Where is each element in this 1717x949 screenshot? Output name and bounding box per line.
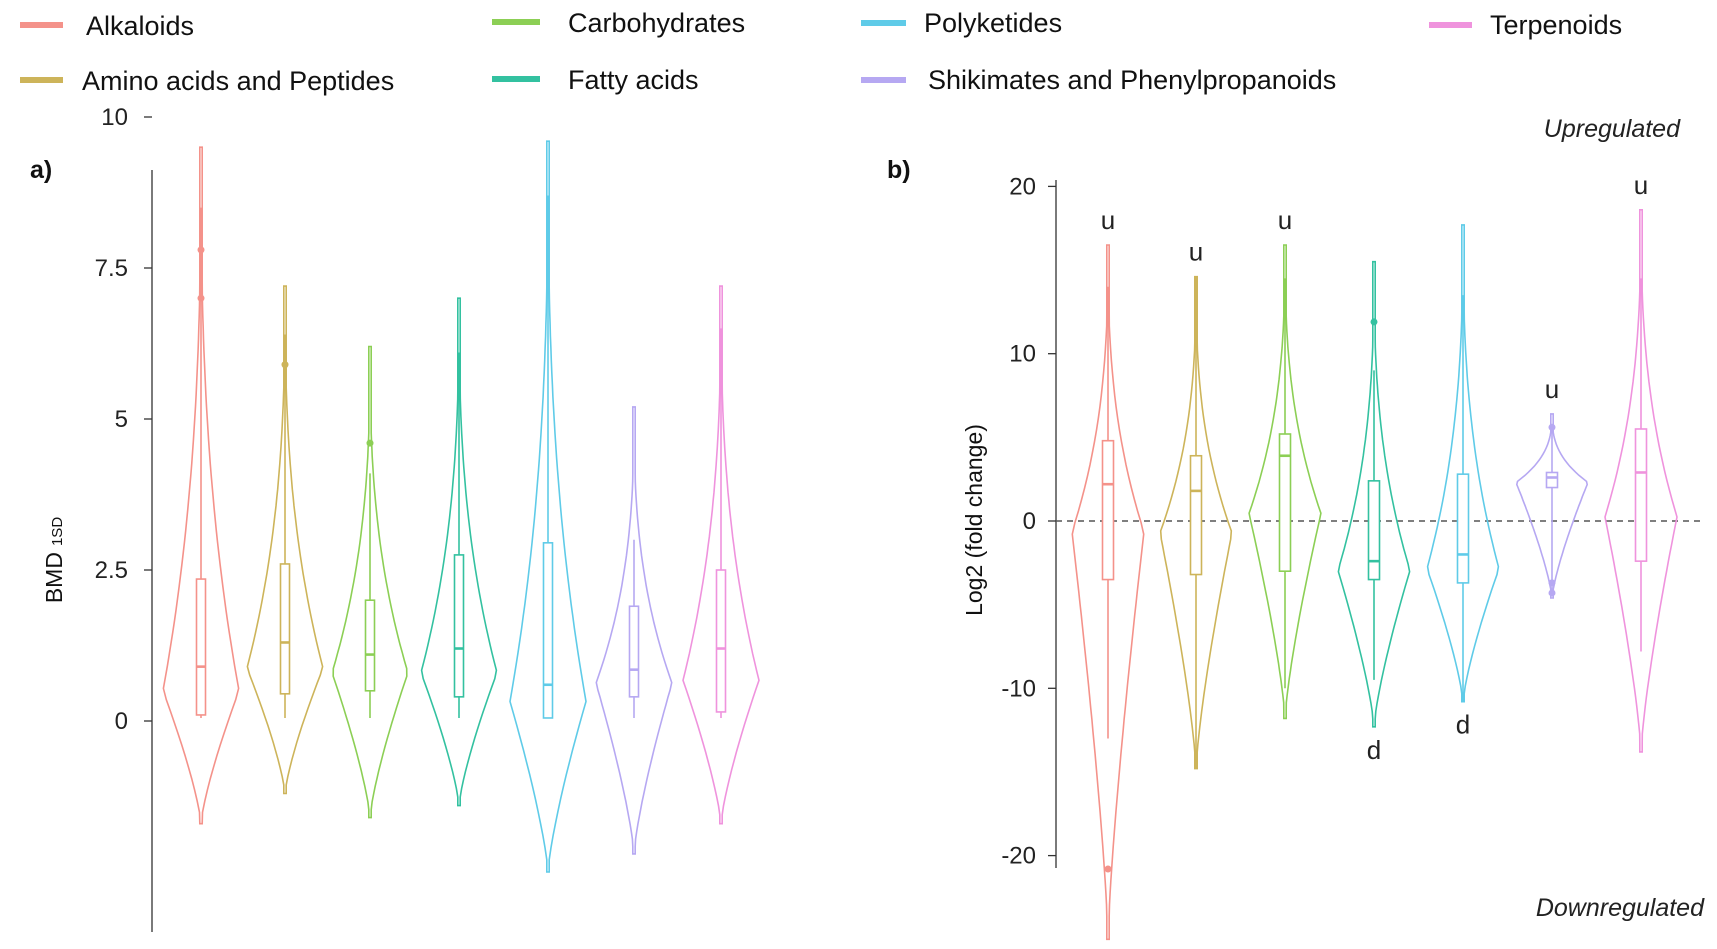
panel-b: b) Upregulated Downregulated 20 10 0 -10 -20… — [887, 115, 1705, 941]
legend-label: Polyketides — [924, 8, 1062, 38]
downregulated-label: Downregulated — [1536, 894, 1705, 922]
violin-alkaloids — [162, 146, 240, 825]
box — [1456, 473, 1470, 584]
violin-shape — [1604, 209, 1678, 753]
outlier-point — [1370, 318, 1378, 326]
box — [1367, 480, 1381, 581]
violin-shape — [1159, 275, 1233, 770]
box — [1189, 454, 1203, 576]
significance-label: d — [1456, 710, 1470, 740]
violin-shape — [1248, 244, 1322, 720]
legend-label: Shikimates and Phenylpropanoids — [928, 65, 1336, 95]
outlier-point — [197, 294, 205, 302]
y-tick-label: -10 — [1001, 675, 1036, 702]
y-axis-ticks: 10 7.5 5 2.5 0 — [95, 104, 152, 735]
violin-shape — [420, 297, 498, 807]
violin-polyketides: d — [1426, 224, 1500, 740]
significance-label: u — [1101, 205, 1115, 235]
violin-shape — [1515, 413, 1589, 599]
legend-item-carbohydrates: Carbohydrates — [492, 8, 745, 38]
y-tick-label: 0 — [115, 708, 128, 735]
violin-shape — [1426, 224, 1500, 703]
legend-item-fatty-acids: Fatty acids — [492, 65, 699, 95]
violin-fatty-acids: d — [1337, 260, 1411, 765]
y-axis-title: Log2 (fold change) — [961, 424, 987, 616]
y-tick-label: 7.5 — [95, 255, 128, 282]
y-tick-label: 20 — [1009, 173, 1036, 200]
significance-label: u — [1189, 237, 1203, 267]
y-axis-title-main: BMD — [41, 552, 67, 603]
y-axis-ticks: 20 10 0 -10 -20 — [1001, 173, 1056, 870]
outlier-point — [1548, 589, 1556, 597]
violin-shape — [595, 406, 673, 855]
y-axis-title-subscript: 1SD — [49, 517, 66, 546]
legend-label: Carbohydrates — [568, 8, 745, 38]
outlier-point — [1548, 579, 1556, 587]
violin-shape — [1337, 260, 1411, 728]
box — [1278, 433, 1292, 572]
y-tick-label: 10 — [101, 104, 128, 131]
violin-terpenoids — [682, 285, 760, 825]
legend-label: Terpenoids — [1490, 10, 1622, 40]
outlier-point — [197, 246, 205, 254]
box — [628, 605, 640, 698]
violin-shape — [246, 285, 324, 795]
box — [279, 563, 291, 695]
violin-polyketides — [509, 140, 587, 873]
violin-shape — [509, 140, 587, 873]
legend-item-polyketides: Polyketides — [861, 8, 1062, 38]
violin-amino-acids-and-peptides: u — [1159, 237, 1233, 770]
violin-shape — [682, 285, 760, 825]
y-tick-label: 10 — [1009, 341, 1036, 368]
violin-carbohydrates — [332, 345, 408, 819]
legend-label: Alkaloids — [86, 11, 194, 41]
violin-carbohydrates: u — [1248, 205, 1322, 720]
violin-shikimates-and-phenylpropanoids: u — [1515, 374, 1589, 599]
outlier-point — [281, 361, 289, 369]
violins: u u u d d u u — [1071, 170, 1678, 941]
violins — [162, 140, 760, 873]
violin-shape — [332, 345, 408, 819]
box — [195, 578, 207, 716]
violin-terpenoids: u — [1604, 170, 1678, 753]
outlier-point — [1104, 865, 1112, 873]
box — [1545, 471, 1559, 489]
y-axis-title: BMD 1SD — [41, 517, 67, 603]
outlier-point — [366, 439, 374, 447]
violin-amino-acids-and-peptides — [246, 285, 324, 795]
significance-label: d — [1367, 735, 1381, 765]
legend-item-shikimates: Shikimates and Phenylpropanoids — [861, 65, 1336, 95]
box — [542, 542, 554, 719]
upregulated-label: Upregulated — [1544, 115, 1681, 143]
legend-label: Amino acids and Peptides — [82, 66, 394, 96]
significance-label: u — [1545, 374, 1559, 404]
violin-shape — [162, 146, 240, 825]
legend: Alkaloids Amino acids and Peptides Carbo… — [20, 8, 1622, 96]
y-tick-label: 5 — [115, 406, 128, 433]
legend-item-alkaloids: Alkaloids — [20, 11, 194, 41]
box — [364, 599, 376, 692]
y-tick-label: 2.5 — [95, 557, 128, 584]
significance-label: u — [1278, 205, 1292, 235]
violin-shikimates-and-phenylpropanoids — [595, 406, 673, 855]
panel-label-a: a) — [30, 156, 52, 184]
box — [1634, 428, 1648, 562]
box — [715, 569, 727, 713]
panel-label-b: b) — [887, 156, 911, 184]
y-tick-label: 0 — [1023, 508, 1036, 535]
box — [1101, 439, 1115, 581]
significance-label: u — [1634, 170, 1648, 200]
violin-shape — [1071, 244, 1145, 941]
violin-fatty-acids — [420, 297, 498, 807]
legend-label: Fatty acids — [568, 65, 699, 95]
outlier-point — [1548, 423, 1556, 431]
box — [453, 554, 465, 698]
panel-a: a) 10 7.5 5 2.5 0 BMD 1SD — [30, 104, 760, 932]
legend-item-terpenoids: Terpenoids — [1429, 10, 1622, 40]
legend-item-amino-acids: Amino acids and Peptides — [20, 66, 394, 96]
y-tick-label: -20 — [1001, 843, 1036, 870]
violin-alkaloids: u — [1071, 205, 1145, 941]
